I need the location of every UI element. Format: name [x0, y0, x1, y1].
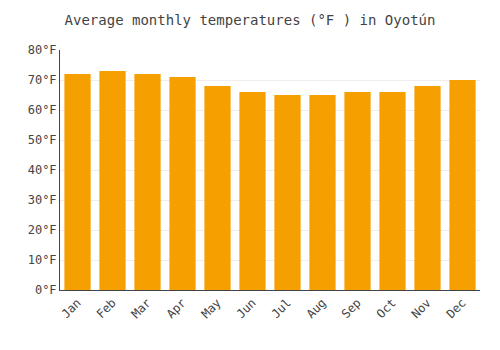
svg-text:40°F: 40°F [28, 163, 57, 177]
svg-text:Oct: Oct [374, 296, 399, 321]
svg-text:70°F: 70°F [28, 73, 57, 87]
svg-text:20°F: 20°F [28, 223, 57, 237]
svg-text:Feb: Feb [94, 296, 119, 321]
svg-text:May: May [199, 296, 224, 321]
svg-text:Aug: Aug [304, 296, 329, 321]
svg-text:Mar: Mar [129, 296, 154, 321]
svg-text:50°F: 50°F [28, 133, 57, 147]
svg-text:Jun: Jun [234, 296, 259, 321]
svg-text:Dec: Dec [444, 296, 469, 321]
svg-text:Average monthly temperatures (: Average monthly temperatures (°F ) in Oy… [65, 12, 436, 28]
svg-text:Jul: Jul [269, 296, 294, 321]
svg-text:80°F: 80°F [28, 43, 57, 57]
svg-text:30°F: 30°F [28, 193, 57, 207]
svg-text:60°F: 60°F [28, 103, 57, 117]
svg-text:Nov: Nov [409, 296, 434, 321]
svg-text:0°F: 0°F [35, 283, 57, 297]
svg-text:10°F: 10°F [28, 253, 57, 267]
svg-text:Jan: Jan [59, 296, 84, 321]
svg-text:Apr: Apr [164, 296, 189, 321]
svg-text:Sep: Sep [339, 296, 364, 321]
